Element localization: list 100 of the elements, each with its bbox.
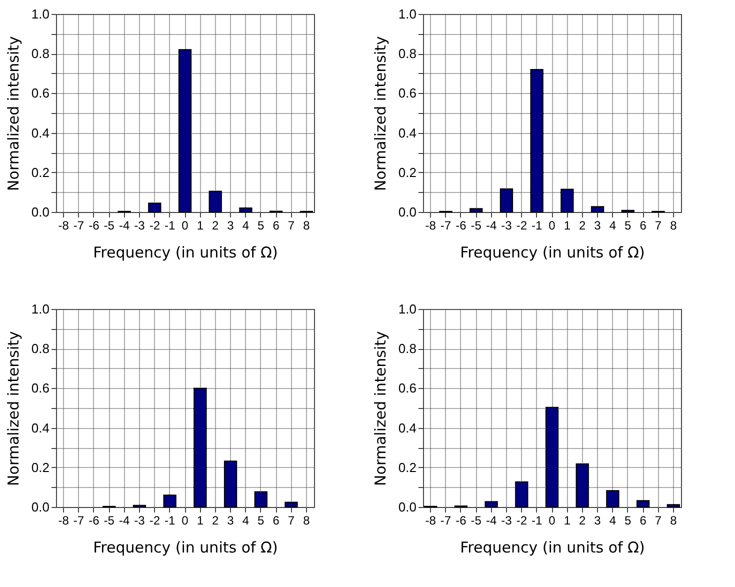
x-tick-label: 1 — [196, 218, 204, 232]
x-tick-label: 8 — [303, 218, 310, 232]
bar — [530, 68, 544, 212]
x-tick-label: -2 — [516, 514, 528, 528]
x-tick-label: 2 — [212, 514, 220, 528]
x-tick-label: 8 — [670, 218, 678, 232]
y-tick-label: 0.8 — [31, 46, 50, 62]
x-tick-label: -8 — [425, 514, 436, 528]
x-tick-label: -2 — [149, 218, 160, 232]
x-axis-title: Frequency (in units of Ω) — [93, 538, 278, 556]
x-tick-label: -7 — [73, 218, 84, 232]
x-tick-label: 8 — [303, 514, 310, 528]
x-tick-label: 8 — [670, 514, 678, 528]
y-tick-label: 1.0 — [398, 302, 416, 316]
x-tick-label: 2 — [579, 514, 586, 528]
y-tick-label: 0.2 — [31, 460, 50, 475]
x-tick-label: -6 — [88, 218, 100, 232]
y-tick-label: 0.0 — [398, 500, 416, 514]
x-tick-label: 4 — [609, 514, 616, 528]
y-tick-label: 0.0 — [31, 500, 50, 514]
bar — [284, 502, 298, 508]
x-tick-label: 1 — [564, 218, 571, 232]
x-tick-label: -6 — [88, 514, 100, 528]
x-tick-label: 1 — [196, 514, 204, 528]
bar — [484, 501, 498, 508]
x-tick-label: 6 — [640, 218, 647, 232]
y-tick-label: 0.8 — [398, 46, 416, 62]
x-tick-label: 2 — [212, 218, 220, 232]
x-tick-label: 3 — [227, 218, 234, 232]
y-tick-label: 0.4 — [31, 420, 50, 436]
bar — [606, 490, 620, 508]
x-tick-label: 6 — [272, 218, 280, 232]
x-tick-label: -1 — [531, 218, 542, 232]
x-tick-label: -1 — [531, 514, 542, 528]
x-tick-label: -6 — [456, 218, 467, 232]
x-tick-label: 7 — [288, 514, 295, 528]
y-tick-label: 0.6 — [31, 86, 50, 101]
x-tick-label: 4 — [242, 218, 250, 232]
x-tick-label: 0 — [548, 218, 556, 232]
x-tick-label: -4 — [486, 514, 497, 528]
x-tick-label: 4 — [609, 218, 616, 232]
y-tick-label: 0.4 — [398, 420, 416, 436]
bar — [208, 190, 222, 212]
x-tick-label: -4 — [118, 218, 130, 232]
x-tick-label: -7 — [440, 218, 452, 232]
x-tick-label: -5 — [470, 514, 482, 528]
x-tick-label: 7 — [654, 514, 662, 528]
y-tick-label: 0.8 — [398, 341, 416, 356]
bar — [470, 208, 483, 212]
x-tick-label: -7 — [440, 514, 452, 528]
x-tick-label: -8 — [58, 514, 70, 528]
bar — [239, 208, 252, 212]
x-tick-label: -6 — [456, 514, 467, 528]
x-tick-label: 0 — [182, 218, 189, 232]
bar — [500, 188, 514, 212]
x-tick-label: -3 — [134, 514, 146, 528]
x-tick-label: -5 — [104, 514, 115, 528]
x-tick-label: -1 — [164, 514, 176, 528]
x-tick-label: 1 — [564, 514, 571, 528]
x-axis-title: Frequency (in units of Ω) — [460, 244, 645, 262]
bar — [254, 491, 268, 508]
bar — [590, 206, 604, 212]
bar — [194, 388, 207, 508]
y-axis-title: Normalized intensity — [371, 36, 390, 191]
y-tick-label: 0.6 — [398, 86, 416, 101]
x-tick-label: -5 — [104, 218, 115, 232]
bar — [545, 406, 559, 508]
y-tick-label: 0.2 — [398, 460, 416, 475]
y-tick-label: 1.0 — [31, 302, 50, 316]
y-tick-label: 0.0 — [31, 204, 50, 220]
y-axis-title: Normalized intensity — [4, 36, 22, 191]
y-tick-label: 0.0 — [398, 204, 416, 220]
y-tick-label: 0.6 — [31, 380, 50, 396]
y-tick-label: 1.0 — [31, 6, 50, 22]
x-tick-label: -2 — [149, 514, 160, 528]
bar — [576, 463, 589, 508]
y-tick-label: 0.2 — [31, 164, 50, 180]
bar — [224, 460, 238, 508]
y-tick-label: 0.8 — [31, 341, 50, 356]
x-tick-label: 2 — [579, 218, 586, 232]
y-axis-title: Normalized intensity — [371, 330, 390, 486]
x-tick-label: -3 — [134, 218, 146, 232]
x-tick-label: -4 — [486, 218, 497, 232]
y-tick-label: 0.4 — [398, 125, 416, 140]
y-tick-label: 0.2 — [398, 164, 416, 180]
bar — [163, 494, 176, 508]
bar — [560, 188, 574, 212]
x-axis-title: Frequency (in units of Ω) — [93, 244, 278, 262]
y-axis-title: Normalized intensity — [4, 330, 22, 486]
x-tick-label: 3 — [227, 514, 234, 528]
x-tick-label: 5 — [258, 218, 265, 232]
x-tick-label: -7 — [73, 514, 84, 528]
x-tick-label: 5 — [258, 514, 265, 528]
bar — [666, 504, 680, 508]
x-tick-label: -8 — [58, 218, 70, 232]
x-tick-label: 3 — [594, 514, 602, 528]
x-tick-label: -4 — [118, 514, 130, 528]
x-tick-label: -8 — [425, 218, 436, 232]
bar — [178, 49, 192, 212]
y-tick-label: 0.4 — [31, 125, 50, 140]
